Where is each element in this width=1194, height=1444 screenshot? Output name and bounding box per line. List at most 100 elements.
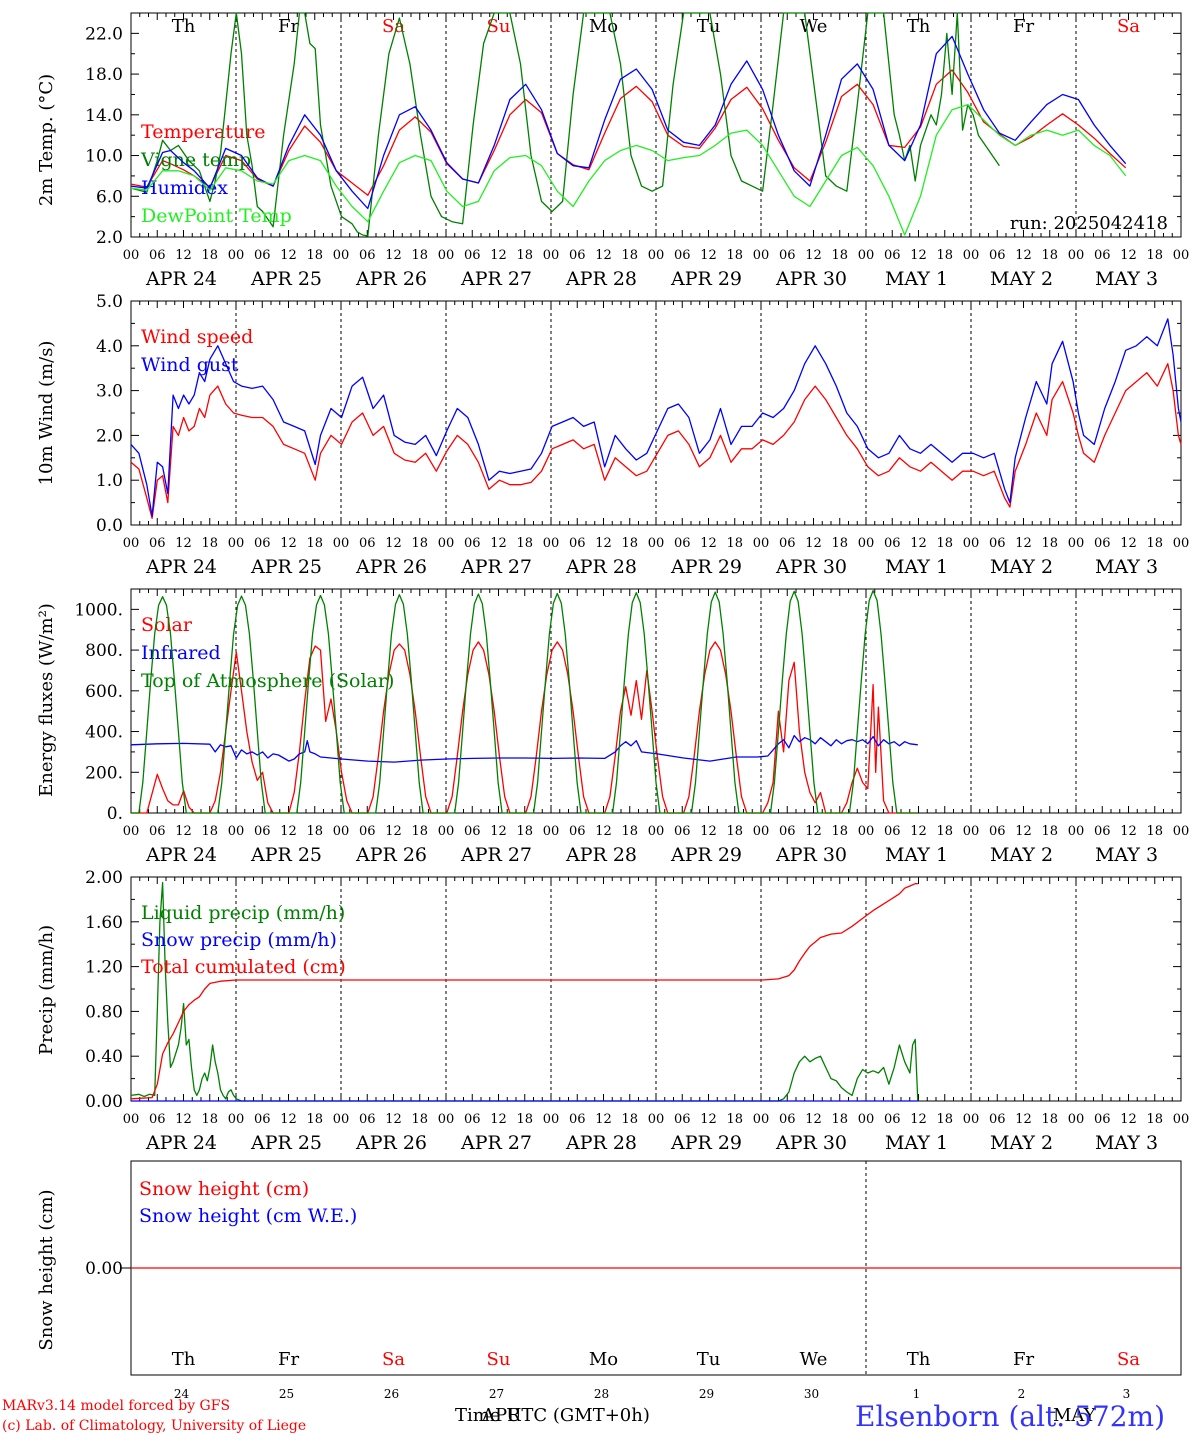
date-label: MAY 2 bbox=[990, 268, 1053, 290]
day-number-label: 28 bbox=[594, 1387, 609, 1401]
hour-label: 00 bbox=[858, 248, 875, 263]
hour-label: 12 bbox=[805, 536, 822, 551]
hour-label: 18 bbox=[831, 824, 848, 839]
y-tick-label: 0.00 bbox=[85, 1092, 123, 1112]
hour-label: 18 bbox=[621, 1112, 638, 1127]
hour-label: 06 bbox=[569, 824, 586, 839]
y-axis-title: Energy fluxes (W/m²) bbox=[36, 603, 57, 797]
hour-label: 12 bbox=[700, 824, 717, 839]
hour-label: 12 bbox=[1120, 536, 1137, 551]
day-number-label: 25 bbox=[279, 1387, 294, 1401]
hour-label: 18 bbox=[726, 1112, 743, 1127]
hour-label: 06 bbox=[569, 1112, 586, 1127]
legend-entry: Snow precip (mm/h) bbox=[141, 929, 337, 951]
hour-label: 00 bbox=[858, 824, 875, 839]
hour-label: 06 bbox=[149, 824, 166, 839]
hour-label: 06 bbox=[884, 536, 901, 551]
date-label: APR 29 bbox=[670, 844, 742, 866]
hour-label: 06 bbox=[989, 824, 1006, 839]
hour-label: 12 bbox=[910, 1112, 927, 1127]
date-label: APR 26 bbox=[355, 556, 427, 578]
date-label: APR 29 bbox=[670, 268, 742, 290]
hour-label: 06 bbox=[884, 1112, 901, 1127]
hour-label: 12 bbox=[280, 536, 297, 551]
hour-label: 00 bbox=[123, 536, 140, 551]
legend-entry: Liquid precip (mm/h) bbox=[141, 902, 345, 924]
hour-label: 00 bbox=[753, 1112, 770, 1127]
y-tick-label: 10.0 bbox=[85, 147, 123, 167]
hour-label: 00 bbox=[753, 248, 770, 263]
y-axis-title: Precip (mm/h) bbox=[36, 925, 57, 1055]
date-label: MAY 3 bbox=[1095, 556, 1158, 578]
hour-label: 00 bbox=[1068, 536, 1085, 551]
date-label: APR 28 bbox=[565, 268, 637, 290]
hour-label: 18 bbox=[1146, 824, 1163, 839]
panel-0-frame bbox=[130, 12, 1182, 238]
hour-label: 18 bbox=[1041, 1112, 1058, 1127]
legend-entry: DewPoint Temp bbox=[141, 205, 292, 227]
hour-label: 00 bbox=[1173, 536, 1190, 551]
x-axis-month-may: MAY bbox=[1053, 1405, 1096, 1426]
date-label: APR 30 bbox=[775, 844, 847, 866]
y-tick-label: 5.0 bbox=[96, 292, 123, 312]
hour-label: 00 bbox=[648, 248, 665, 263]
y-tick-label: 600. bbox=[85, 682, 123, 702]
hour-label: 18 bbox=[726, 824, 743, 839]
hour-label: 18 bbox=[516, 536, 533, 551]
hour-label: 00 bbox=[963, 536, 980, 551]
hour-label: 00 bbox=[963, 824, 980, 839]
hour-label: 18 bbox=[1146, 248, 1163, 263]
hour-label: 00 bbox=[228, 248, 245, 263]
hour-label: 12 bbox=[910, 248, 927, 263]
hour-label: 06 bbox=[1094, 1112, 1111, 1127]
hour-label: 06 bbox=[569, 536, 586, 551]
y-tick-label: 2.0 bbox=[96, 228, 123, 248]
hour-label: 18 bbox=[1146, 1112, 1163, 1127]
hour-label: 18 bbox=[201, 248, 218, 263]
day-number-label: 30 bbox=[804, 1387, 819, 1401]
hour-label: 18 bbox=[306, 248, 323, 263]
hour-label: 00 bbox=[228, 824, 245, 839]
hour-label: 06 bbox=[989, 248, 1006, 263]
hour-label: 12 bbox=[805, 248, 822, 263]
hour-label: 06 bbox=[674, 824, 691, 839]
weekday-label: Su bbox=[487, 16, 511, 37]
hour-label: 06 bbox=[359, 536, 376, 551]
series-line-temperature bbox=[130, 69, 1127, 196]
hour-label: 00 bbox=[753, 824, 770, 839]
legend-entry: Humidex bbox=[141, 177, 228, 199]
weekday-label: We bbox=[800, 1349, 828, 1370]
y-tick-label: 22.0 bbox=[85, 24, 123, 44]
hour-label: 18 bbox=[516, 248, 533, 263]
weekday-label: We bbox=[800, 16, 828, 37]
hour-label: 18 bbox=[306, 824, 323, 839]
hour-label: 06 bbox=[464, 248, 481, 263]
series-line-infrared bbox=[130, 734, 918, 763]
hour-label: 00 bbox=[123, 1112, 140, 1127]
hour-label: 12 bbox=[175, 824, 192, 839]
hour-label: 18 bbox=[201, 824, 218, 839]
hour-label: 18 bbox=[201, 1112, 218, 1127]
hour-label: 00 bbox=[333, 248, 350, 263]
date-label: APR 27 bbox=[460, 556, 532, 578]
hour-label: 06 bbox=[254, 248, 271, 263]
hour-label: 18 bbox=[516, 824, 533, 839]
date-label: APR 24 bbox=[145, 556, 217, 578]
hour-label: 12 bbox=[490, 824, 507, 839]
date-label: APR 27 bbox=[460, 844, 532, 866]
hour-label: 06 bbox=[989, 1112, 1006, 1127]
weekday-label: Fr bbox=[1013, 1349, 1034, 1370]
date-label: MAY 1 bbox=[885, 844, 948, 866]
date-label: APR 24 bbox=[145, 268, 217, 290]
date-label: MAY 3 bbox=[1095, 1132, 1158, 1154]
date-label: MAY 2 bbox=[990, 556, 1053, 578]
date-label: APR 26 bbox=[355, 844, 427, 866]
y-axis-title: 10m Wind (m/s) bbox=[36, 341, 57, 486]
hour-label: 12 bbox=[490, 536, 507, 551]
hour-label: 12 bbox=[1015, 824, 1032, 839]
hour-label: 06 bbox=[464, 536, 481, 551]
hour-label: 18 bbox=[1041, 536, 1058, 551]
series-line-solar bbox=[131, 641, 918, 814]
